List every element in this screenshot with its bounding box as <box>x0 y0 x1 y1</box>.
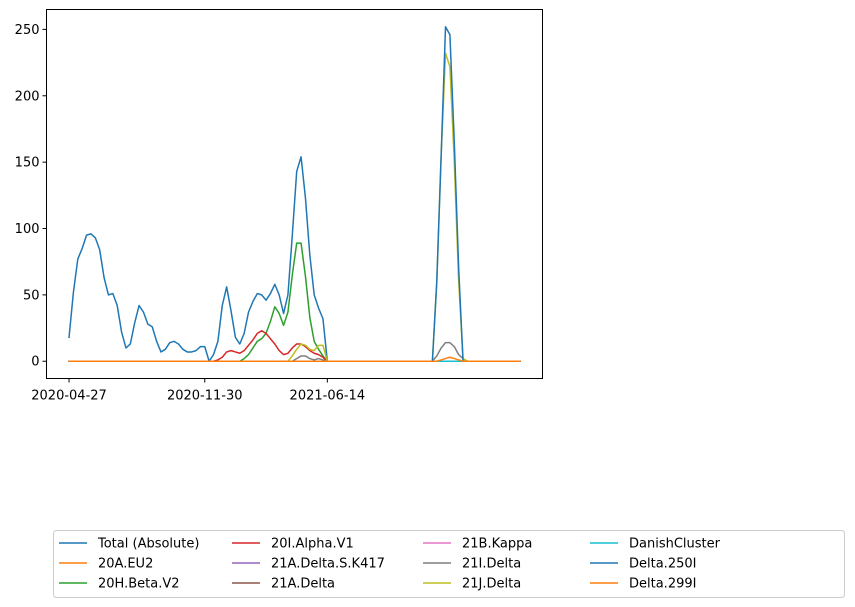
series-line-2 <box>68 242 521 362</box>
legend-label: DanishCluster <box>629 537 721 552</box>
legend-label: 20H.Beta.V2 <box>98 577 180 592</box>
y-tick-label: 150 <box>15 156 40 171</box>
series-line-11 <box>68 356 521 362</box>
x-tick-label: 2020-11-30 <box>167 389 243 404</box>
legend-label: 20A.EU2 <box>98 557 153 572</box>
y-tick-label: 100 <box>15 222 40 237</box>
y-axis: 0 50 100 150 200 250 <box>15 23 47 370</box>
legend-label: Delta.250I <box>629 557 696 572</box>
y-tick-label: 0 <box>31 355 39 370</box>
legend-label: 21A.Delta.S.K417 <box>271 557 385 572</box>
legend-box <box>53 530 845 598</box>
y-tick-label: 200 <box>15 89 40 104</box>
legend-label: 21I.Delta <box>462 557 521 572</box>
legend-label: 20I.Alpha.V1 <box>271 537 354 552</box>
x-tick-label: 2020-04-27 <box>31 389 107 404</box>
y-tick-label: 50 <box>23 288 40 303</box>
x-axis: 2020-04-27 2020-11-30 2021-06-14 <box>31 378 366 404</box>
series-line-3 <box>68 329 521 362</box>
legend-label: Total (Absolute) <box>97 537 199 552</box>
plot-frame <box>46 9 543 379</box>
y-tick-label: 250 <box>15 23 40 38</box>
legend-label: Delta.299I <box>629 577 696 592</box>
legend: Total (Absolute) 20A.EU2 20H.Beta.V2 20I.Al… <box>53 530 845 598</box>
legend-label: 21A.Delta <box>271 577 335 592</box>
x-tick-label: 2021-06-14 <box>290 389 366 404</box>
legend-label: 21J.Delta <box>462 577 521 592</box>
legend-label: 21B.Kappa <box>462 537 532 552</box>
series-lines <box>68 26 521 362</box>
